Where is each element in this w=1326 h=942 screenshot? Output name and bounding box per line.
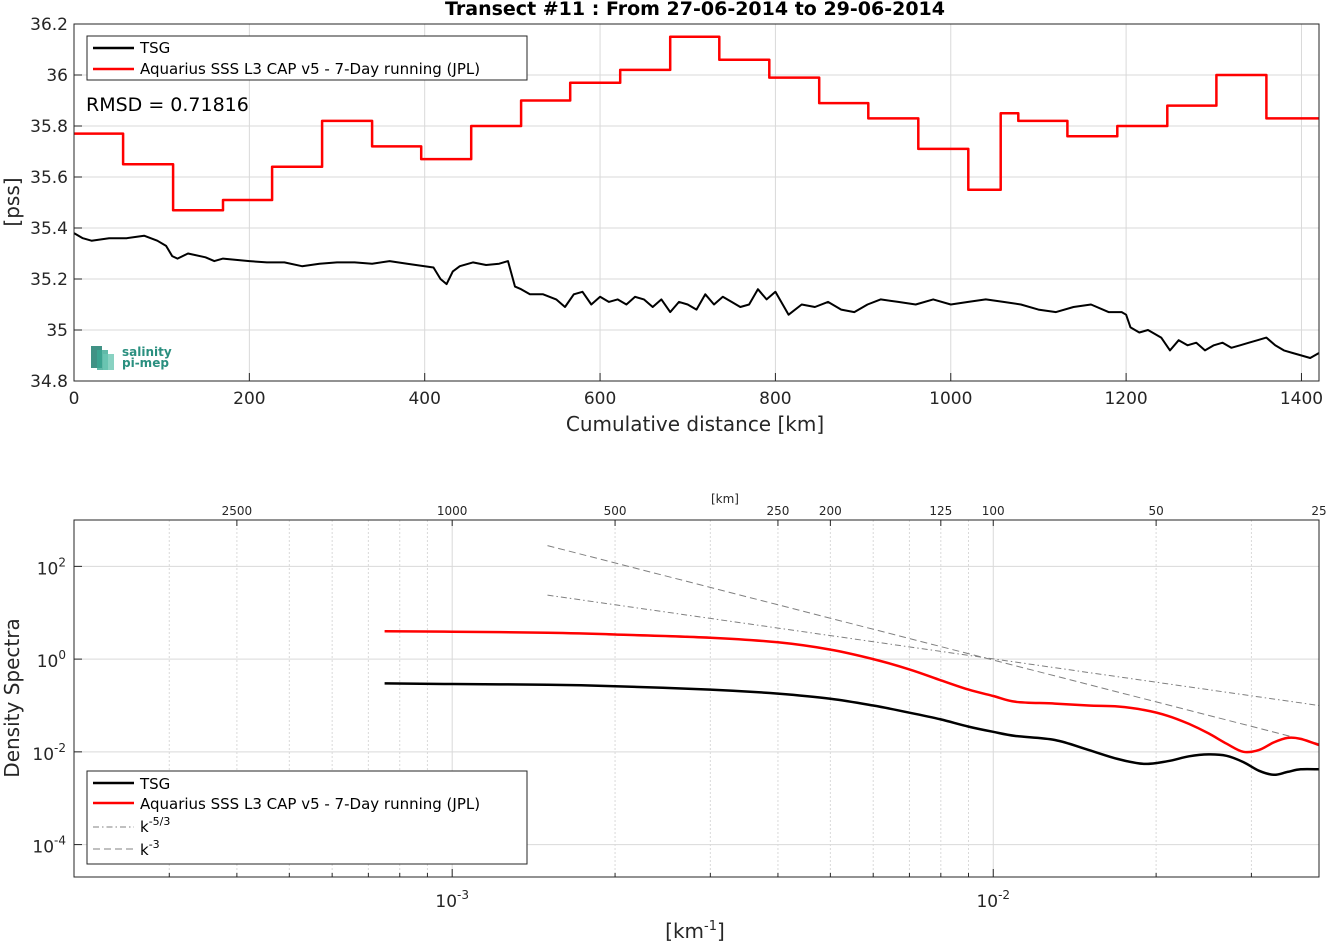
logo-text-line2: pi-mep [122,356,169,370]
top-y-tick-label: 35.8 [30,117,68,137]
bottom-tsg-spectrum [384,682,1320,777]
top-plot-area [74,24,1319,381]
rmsd-annotation: RMSD = 0.71816 [86,94,249,116]
bottom-x-axis-label: [km-1] [665,919,725,942]
top-x-tick-label: 400 [408,389,440,409]
bottom-y-tick-label: 100 [37,648,66,672]
logo-text-line1: salinity [122,345,172,359]
bottom-x-tick-label: 10-2 [976,888,1010,912]
bottom-y-axis-label: Density Spectra [0,618,24,777]
bottom-legend-box [86,770,528,865]
top-legend-box [86,35,528,81]
bottom-top-axis-label: [km] [711,492,739,506]
bottom-axes-box [73,519,1320,878]
top-y-tick-label: 35.6 [30,168,68,188]
top-y-tick-label: 35.2 [30,270,68,290]
top-legend-tsg-label: TSG [139,39,170,57]
top-y-tick-label: 35.4 [30,219,68,239]
top-x-tick-label: 1200 [1104,389,1147,409]
bottom-legend-aquarius-label: Aquarius SSS L3 CAP v5 - 7-Day running (… [140,795,480,813]
top-tsg-line [73,232,1320,359]
bottom-legend-tsg-label: TSG [139,775,170,793]
logo-mark [91,346,114,370]
bottom-y-tick-label: 102 [37,555,66,579]
top-legend: TSG Aquarius SSS L3 CAP v5 - 7-Day runni… [86,35,528,81]
bottom-series [384,545,1320,777]
bottom-top-tick-label: 125 [929,504,952,518]
bottom-k53-reference [547,594,1320,706]
top-x-tick-label: 600 [584,389,616,409]
bottom-top-tick-label: 25 [1311,504,1326,518]
top-x-axis-label: Cumulative distance [km] [566,412,824,436]
bottom-k3-reference [547,545,1320,745]
bottom-top-tick-label: 1000 [437,504,468,518]
top-x-tick-label: 0 [69,389,80,409]
top-x-tick-label: 1000 [929,389,972,409]
top-y-axis-label: [pss] [0,177,24,226]
salinity-pi-mep-logo: salinity pi-mep [91,345,172,370]
top-series [73,35,1320,359]
bottom-legend: TSG Aquarius SSS L3 CAP v5 - 7-Day runni… [86,770,528,865]
top-axes-box [73,23,1320,382]
bottom-top-tick-label: 50 [1148,504,1163,518]
top-x-tick-label: 800 [759,389,791,409]
top-x-tick-label: 200 [233,389,265,409]
top-ticks: 0 200 400 600 800 1000 1200 1400 34.8 35 35.2 35.4 3… [30,15,1323,409]
bottom-aquarius-spectrum [384,629,1320,754]
bottom-ticks: 10-3 10-2 10-4 10-2 100 102 2500 1000 500 250 200 1… [32,504,1326,912]
top-aquarius-line [74,35,1319,212]
top-y-tick-label: 34.8 [30,372,68,392]
bottom-top-tick-label: 100 [982,504,1005,518]
bottom-top-tick-label: 500 [604,504,627,518]
top-legend-aquarius-label: Aquarius SSS L3 CAP v5 - 7-Day running (… [140,60,480,78]
bottom-top-tick-label: 200 [819,504,842,518]
top-y-tick-label: 36 [46,66,68,86]
bottom-top-tick-label: 2500 [222,504,253,518]
top-y-tick-label: 35 [46,321,68,341]
bottom-y-tick-label: 10-4 [32,834,66,858]
top-y-tick-label: 36.2 [30,15,68,35]
bottom-x-tick-label: 10-3 [435,888,469,912]
bottom-top-tick-label: 250 [766,504,789,518]
top-x-tick-label: 1400 [1280,389,1323,409]
bottom-y-tick-label: 10-2 [32,741,66,765]
figure-title: Transect #11 : From 27-06-2014 to 29-06-… [445,0,945,20]
